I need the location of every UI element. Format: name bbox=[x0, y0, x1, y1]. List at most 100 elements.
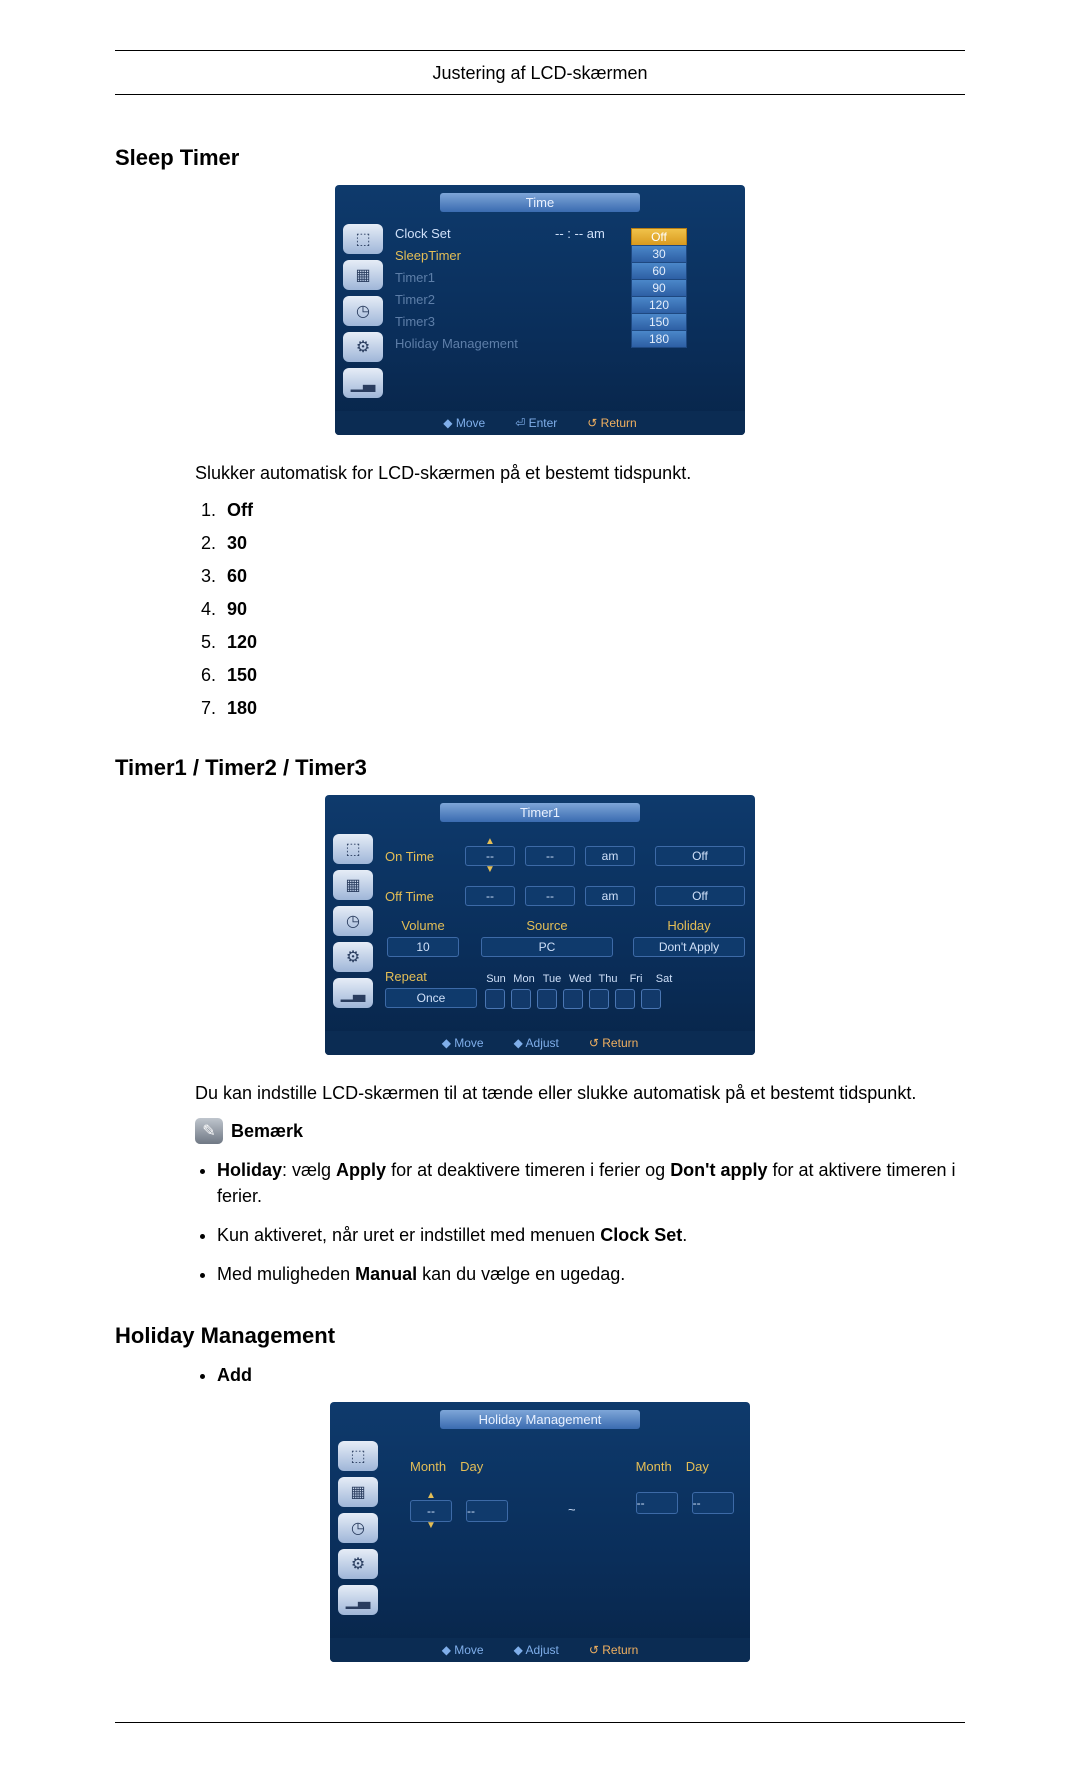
chevron-down-icon[interactable]: ▼ bbox=[410, 1522, 452, 1530]
label-month: Month bbox=[636, 1459, 672, 1474]
input-icon: ⬚ bbox=[343, 224, 383, 254]
sleep-option[interactable]: 60 bbox=[631, 262, 687, 280]
list-item: 30 bbox=[221, 533, 965, 554]
osd-footer: ◆ Move ⏎ Enter ↺ Return bbox=[335, 411, 745, 435]
label-repeat: Repeat bbox=[385, 969, 475, 984]
osd-title: Holiday Management bbox=[440, 1410, 640, 1429]
chart-icon: ▁▃ bbox=[338, 1585, 378, 1615]
sleep-options-numbered: Off 30 60 90 120 150 180 bbox=[195, 500, 965, 719]
heading-timer123: Timer1 / Timer2 / Timer3 bbox=[115, 755, 965, 781]
hint-move: ◆ Move bbox=[443, 416, 485, 430]
label-volume: Volume bbox=[385, 918, 461, 933]
label-month: Month bbox=[410, 1459, 446, 1474]
osd-title: Time bbox=[440, 193, 640, 212]
chevron-down-icon[interactable]: ▼ bbox=[465, 866, 515, 874]
osd-sidebar-icons: ⬚ ▦ ◷ ⚙ ▁▃ bbox=[335, 218, 391, 404]
list-item: 180 bbox=[221, 698, 965, 719]
sleep-option[interactable]: 90 bbox=[631, 279, 687, 297]
list-item: Med muligheden Manual kan du vælge en ug… bbox=[217, 1262, 965, 1287]
start-day[interactable]: -- bbox=[466, 1500, 508, 1522]
off-time-hour[interactable]: -- bbox=[465, 886, 515, 906]
list-item: 120 bbox=[221, 632, 965, 653]
label-timer1: Timer1 bbox=[395, 270, 555, 285]
osd-timer1: Timer1 ⬚ ▦ ◷ ⚙ ▁▃ On Time ▲ -- ▼ bbox=[325, 795, 755, 1055]
day-headers: Sun Mon Tue Wed Thu Fri Sat bbox=[485, 973, 675, 985]
label-on-time: On Time bbox=[385, 849, 455, 864]
osd-footer: ◆ Move ◆ Adjust ↺ Return bbox=[325, 1031, 755, 1055]
sleep-option[interactable]: 120 bbox=[631, 296, 687, 314]
hint-move: ◆ Move bbox=[442, 1643, 484, 1657]
clock-icon: ◷ bbox=[338, 1513, 378, 1543]
sleep-option[interactable]: 30 bbox=[631, 245, 687, 263]
hint-adjust: ◆ Adjust bbox=[514, 1036, 559, 1050]
gear-icon: ⚙ bbox=[338, 1549, 378, 1579]
checkbox-thu[interactable] bbox=[589, 989, 609, 1009]
heading-sleep-timer: Sleep Timer bbox=[115, 145, 965, 171]
osd-sidebar-icons: ⬚ ▦ ◷ ⚙ ▁▃ bbox=[330, 1435, 386, 1621]
list-item: 60 bbox=[221, 566, 965, 587]
checkbox-sun[interactable] bbox=[485, 989, 505, 1009]
hint-move: ◆ Move bbox=[442, 1036, 484, 1050]
input-icon: ⬚ bbox=[338, 1441, 378, 1471]
day-checkboxes[interactable] bbox=[485, 989, 675, 1009]
on-time-min[interactable]: -- bbox=[525, 846, 575, 866]
label-off-time: Off Time bbox=[385, 889, 455, 904]
note-label: Bemærk bbox=[231, 1121, 303, 1142]
value-clock: -- : -- am bbox=[555, 226, 605, 241]
sleep-option[interactable]: Off bbox=[631, 228, 687, 246]
end-month[interactable]: -- bbox=[636, 1492, 678, 1514]
list-item-add: Add bbox=[217, 1363, 965, 1388]
sleep-options-list[interactable]: Off 30 60 90 120 150 180 bbox=[631, 229, 687, 348]
volume-value[interactable]: 10 bbox=[387, 937, 459, 957]
label-holiday-mgmt: Holiday Management bbox=[395, 336, 555, 351]
on-time-hour[interactable]: -- bbox=[465, 846, 515, 866]
sleep-option[interactable]: 150 bbox=[631, 313, 687, 331]
list-item: Kun aktiveret, når uret er indstillet me… bbox=[217, 1223, 965, 1248]
checkbox-sat[interactable] bbox=[641, 989, 661, 1009]
checkbox-fri[interactable] bbox=[615, 989, 635, 1009]
repeat-value[interactable]: Once bbox=[385, 988, 477, 1008]
holiday-value[interactable]: Don't Apply bbox=[633, 937, 745, 957]
label-sleeptimer: SleepTimer bbox=[395, 248, 555, 263]
note-icon: ✎ bbox=[195, 1118, 223, 1144]
off-time-ampm[interactable]: am bbox=[585, 886, 635, 906]
timer-description: Du kan indstille LCD-skærmen til at tænd… bbox=[195, 1081, 965, 1106]
label-day: Day bbox=[686, 1459, 709, 1474]
osd-footer: ◆ Move ◆ Adjust ↺ Return bbox=[330, 1638, 750, 1662]
on-time-onoff[interactable]: Off bbox=[655, 846, 745, 866]
page-header: Justering af LCD-skærmen bbox=[115, 51, 965, 95]
start-month[interactable]: -- bbox=[410, 1500, 452, 1522]
sleep-option[interactable]: 180 bbox=[631, 330, 687, 348]
label-holiday: Holiday bbox=[633, 918, 745, 933]
label-timer3: Timer3 bbox=[395, 314, 555, 329]
label-source: Source bbox=[481, 918, 613, 933]
clock-icon: ◷ bbox=[333, 906, 373, 936]
osd-sleep-timer: Time ⬚ ▦ ◷ ⚙ ▁▃ Clock Set-- : -- am Slee… bbox=[335, 185, 745, 435]
picture-icon: ▦ bbox=[333, 870, 373, 900]
off-time-onoff[interactable]: Off bbox=[655, 886, 745, 906]
label-clock-set: Clock Set bbox=[395, 226, 555, 241]
on-time-ampm[interactable]: am bbox=[585, 846, 635, 866]
hint-return: ↺ Return bbox=[589, 1036, 638, 1050]
list-item: Holiday: vælg Apply for at deaktivere ti… bbox=[217, 1158, 965, 1208]
checkbox-mon[interactable] bbox=[511, 989, 531, 1009]
label-day: Day bbox=[460, 1459, 483, 1474]
off-time-min[interactable]: -- bbox=[525, 886, 575, 906]
hint-adjust: ◆ Adjust bbox=[514, 1643, 559, 1657]
checkbox-wed[interactable] bbox=[563, 989, 583, 1009]
checkbox-tue[interactable] bbox=[537, 989, 557, 1009]
osd-sidebar-icons: ⬚ ▦ ◷ ⚙ ▁▃ bbox=[325, 828, 381, 1025]
input-icon: ⬚ bbox=[333, 834, 373, 864]
list-item: Off bbox=[221, 500, 965, 521]
source-value[interactable]: PC bbox=[481, 937, 613, 957]
timer-bullets: Holiday: vælg Apply for at deaktivere ti… bbox=[195, 1158, 965, 1287]
chevron-up-icon[interactable]: ▲ bbox=[410, 1492, 452, 1500]
chevron-up-icon[interactable]: ▲ bbox=[465, 838, 515, 846]
gear-icon: ⚙ bbox=[333, 942, 373, 972]
chart-icon: ▁▃ bbox=[343, 368, 383, 398]
gear-icon: ⚙ bbox=[343, 332, 383, 362]
list-item: 150 bbox=[221, 665, 965, 686]
end-day[interactable]: -- bbox=[692, 1492, 734, 1514]
picture-icon: ▦ bbox=[343, 260, 383, 290]
hint-enter: ⏎ Enter bbox=[515, 416, 557, 430]
